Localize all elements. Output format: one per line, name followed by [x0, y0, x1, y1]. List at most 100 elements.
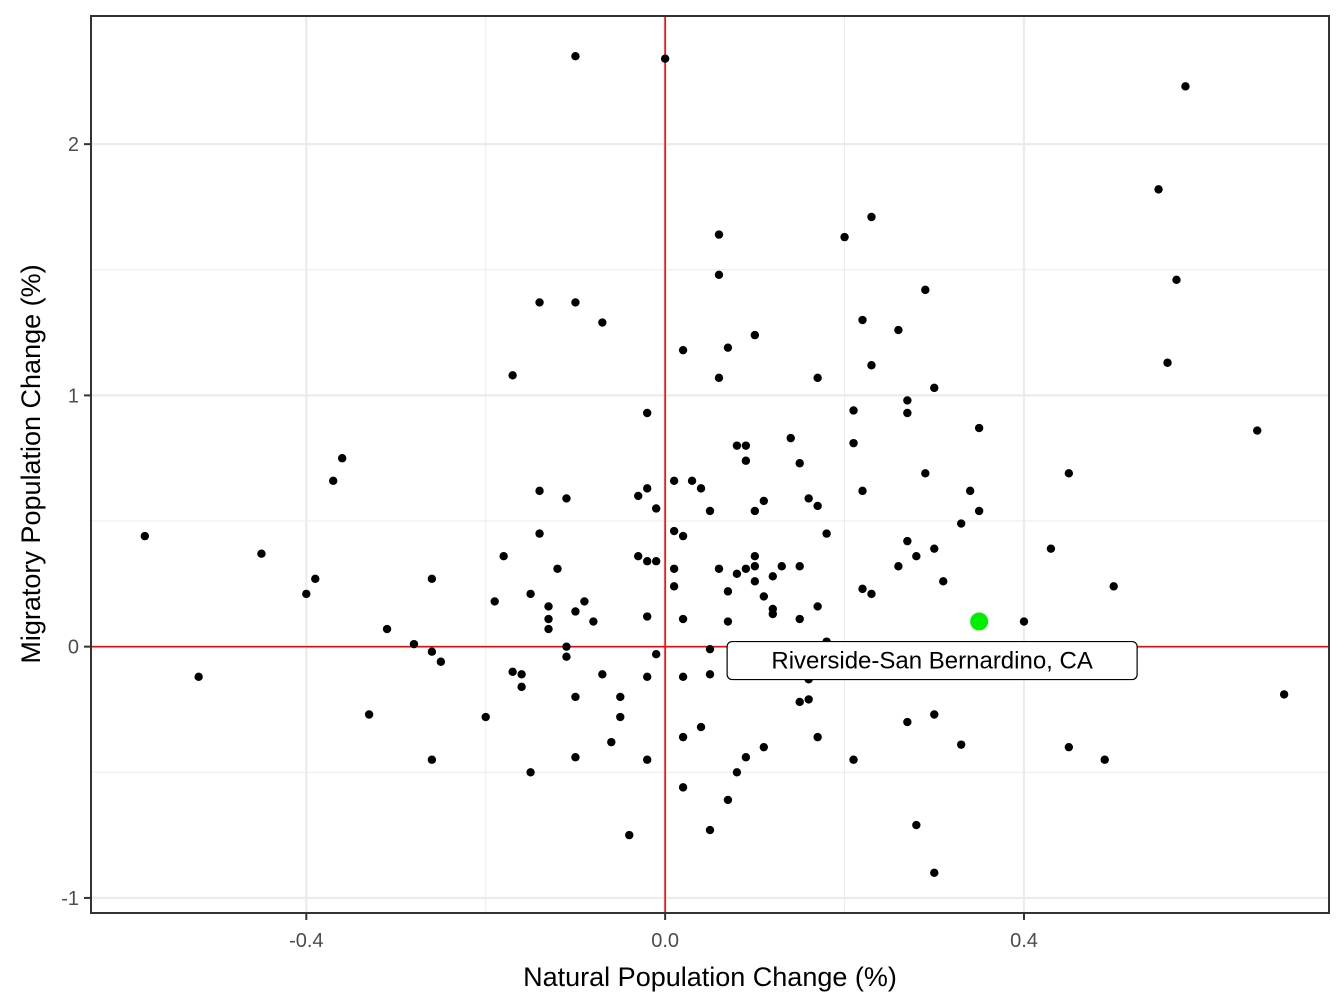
data-point	[589, 617, 598, 626]
data-point	[643, 755, 652, 764]
data-point	[544, 624, 553, 634]
data-point	[696, 484, 706, 493]
highlight-point	[970, 612, 989, 631]
data-point	[382, 624, 392, 634]
data-point	[723, 795, 733, 805]
data-point	[1046, 544, 1056, 553]
data-point	[903, 396, 912, 405]
data-point	[813, 732, 822, 742]
data-point	[678, 531, 688, 541]
data-point	[571, 753, 580, 762]
data-point	[965, 486, 975, 496]
y-tick-label: -1	[61, 888, 79, 910]
data-point	[795, 614, 804, 624]
data-point	[732, 441, 742, 450]
data-point	[849, 406, 858, 415]
highlight-label-box	[726, 640, 1138, 681]
data-point	[634, 552, 643, 561]
data-point	[1064, 742, 1074, 752]
data-point	[427, 755, 437, 764]
data-point	[651, 504, 661, 513]
data-point	[643, 557, 652, 566]
data-point	[858, 315, 867, 325]
data-point	[930, 710, 939, 719]
data-point	[840, 232, 849, 242]
data-point	[750, 330, 760, 340]
data-point	[723, 343, 733, 352]
data-point	[750, 506, 760, 516]
data-point	[1064, 469, 1074, 478]
data-point	[705, 644, 715, 654]
x-axis-title: Natural Population Change (%)	[523, 962, 897, 992]
data-point	[858, 486, 867, 496]
data-point	[867, 589, 876, 599]
data-point	[562, 494, 571, 503]
data-point	[598, 670, 607, 679]
data-point	[858, 584, 867, 594]
data-point	[660, 54, 670, 63]
data-point	[705, 670, 715, 679]
data-point	[571, 298, 580, 307]
data-point	[311, 574, 320, 584]
data-point	[687, 476, 697, 486]
data-point	[714, 373, 724, 383]
data-point	[1172, 275, 1181, 285]
y-tick-label: 2	[68, 134, 79, 156]
data-point	[678, 672, 688, 682]
data-point	[490, 597, 499, 606]
data-point	[427, 647, 437, 656]
data-point	[535, 486, 544, 496]
data-point	[795, 459, 804, 468]
data-point	[903, 717, 912, 727]
x-tick-label: 0.4	[1010, 930, 1038, 952]
x-tick-label: 0.0	[651, 930, 679, 952]
data-point	[562, 652, 571, 661]
data-point	[571, 692, 580, 702]
data-point	[759, 742, 769, 752]
data-point	[651, 650, 661, 659]
data-point	[705, 506, 715, 516]
data-point	[508, 667, 517, 676]
data-point	[930, 544, 939, 553]
data-point	[1181, 82, 1190, 91]
data-point	[616, 692, 625, 702]
data-point	[669, 526, 679, 536]
data-point	[571, 52, 580, 61]
data-point	[562, 642, 571, 651]
data-point	[669, 582, 679, 591]
data-point	[714, 270, 724, 279]
data-point	[329, 476, 338, 486]
data-point	[930, 868, 939, 877]
data-point	[616, 712, 625, 722]
y-tick-label: 0	[68, 637, 79, 659]
y-axis: -1 0 1 2	[61, 134, 91, 910]
data-point	[651, 557, 661, 566]
data-point	[732, 768, 742, 777]
data-point	[1163, 358, 1172, 367]
data-point	[535, 298, 544, 307]
data-point	[903, 536, 912, 546]
data-point	[750, 552, 760, 561]
data-point	[1100, 755, 1109, 764]
data-point	[580, 597, 589, 606]
data-point	[1019, 617, 1029, 626]
data-point	[741, 753, 751, 762]
data-point	[625, 830, 634, 840]
plot-panel-border	[90, 15, 1330, 914]
data-point	[1279, 690, 1289, 699]
x-axis: -0.4 0.0 0.4	[289, 913, 1038, 952]
data-point	[813, 602, 822, 611]
data-point	[499, 552, 508, 561]
data-point	[813, 373, 822, 383]
data-point	[427, 574, 437, 584]
data-point	[508, 371, 517, 380]
data-point	[607, 737, 616, 747]
data-point	[768, 609, 777, 619]
data-point	[526, 768, 535, 777]
data-point	[257, 549, 266, 558]
data-point	[804, 695, 813, 704]
data-point	[705, 825, 715, 835]
data-point	[517, 670, 526, 679]
data-point	[732, 569, 742, 578]
